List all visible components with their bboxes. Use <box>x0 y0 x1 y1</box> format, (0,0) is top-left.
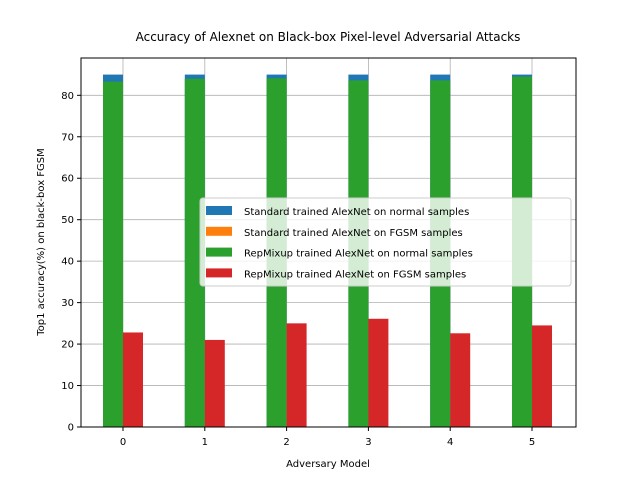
y-tick-label: 60 <box>61 174 74 185</box>
y-tick-label: 70 <box>61 132 74 143</box>
legend-label: RepMixup trained AlexNet on FGSM samples <box>244 269 466 280</box>
y-tick-label: 40 <box>61 257 74 268</box>
x-tick-label: 4 <box>447 437 453 448</box>
x-tick-label: 1 <box>202 437 208 448</box>
legend: Standard trained AlexNet on normal sampl… <box>199 197 572 287</box>
chart-title: Accuracy of Alexnet on Black-box Pixel-l… <box>136 30 521 44</box>
y-tick-label: 10 <box>61 381 74 392</box>
legend-swatch <box>206 226 232 236</box>
y-tick-label: 30 <box>61 298 74 309</box>
y-tick-label: 50 <box>61 215 74 226</box>
bar-series-3-cat-1 <box>184 78 205 427</box>
bar-series-4-cat-4 <box>450 333 471 427</box>
bar-series-3-cat-0 <box>103 81 123 428</box>
y-axis-ticks: 0 10 20 30 40 50 60 70 80 <box>61 91 81 434</box>
legend-swatch <box>206 247 232 257</box>
x-tick-label: 3 <box>365 437 371 448</box>
x-axis-ticks: 0 1 2 3 4 5 <box>120 427 535 448</box>
plot-frame <box>80 57 577 428</box>
legend-label: RepMixup trained AlexNet on normal sampl… <box>244 249 473 260</box>
bar-series-4-cat-2 <box>286 323 307 427</box>
y-tick-label: 0 <box>68 423 74 434</box>
y-axis-title: Top1 accuracy(%) on black-box FGSM <box>36 148 47 337</box>
legend-box <box>199 197 572 287</box>
y-tick-label: 20 <box>61 340 74 351</box>
bars <box>103 74 552 428</box>
legend-swatch <box>206 268 232 278</box>
x-tick-label: 0 <box>120 437 126 448</box>
bar-series-4-cat-1 <box>204 339 225 427</box>
x-tick-label: 2 <box>283 437 289 448</box>
legend-label: Standard trained AlexNet on normal sampl… <box>244 207 469 218</box>
bar-series-4-cat-0 <box>123 332 143 427</box>
bar-series-4-cat-3 <box>368 318 389 427</box>
legend-label: Standard trained AlexNet on FGSM samples <box>244 228 463 239</box>
x-axis-title: Adversary Model <box>286 459 370 470</box>
legend-swatch <box>206 206 232 215</box>
y-tick-label: 80 <box>61 91 74 102</box>
x-tick-label: 5 <box>529 437 535 448</box>
bar-series-4-cat-5 <box>532 325 552 427</box>
